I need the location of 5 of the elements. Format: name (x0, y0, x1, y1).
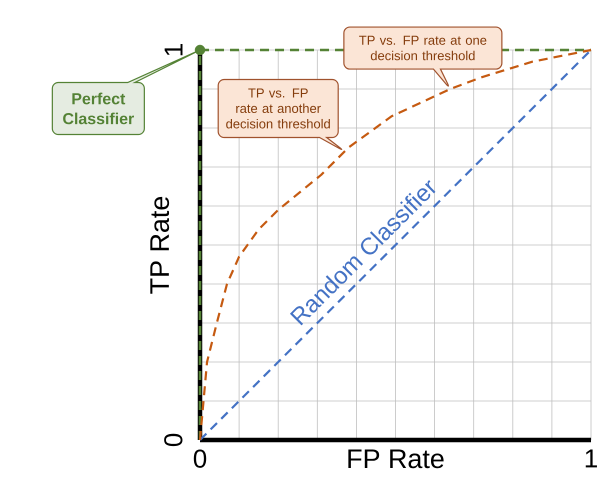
legend-label: Perfect Classifier (63, 92, 134, 124)
y-axis-title: TP Rate (150, 196, 170, 294)
x-axis-title: FP Rate (348, 450, 444, 468)
annotation: TP vs. FP rate at another decision threshold (226, 88, 330, 128)
annotation: TP vs. FP rate at one decision threshold (359, 36, 486, 60)
